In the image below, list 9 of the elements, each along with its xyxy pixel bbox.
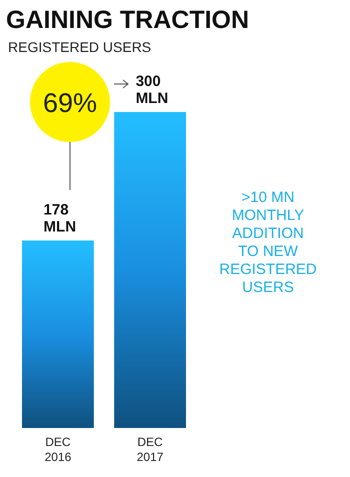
annotation: 69%: [42, 88, 98, 118]
x-tick-label: DEC 2017: [136, 435, 164, 464]
text: >10 MN MONTHLY ADDITION TO NEW REGISTERED USERS: [219, 189, 317, 296]
circle-badge: 69%: [30, 62, 110, 142]
chart-subtitle: REGISTERED USERS: [8, 39, 152, 55]
chart-title: GAINING TRACTION: [6, 6, 250, 34]
data-label: 300 MLN: [136, 73, 168, 107]
data-label: 178 MLN: [44, 202, 76, 236]
x-tick-label: DEC 2016: [44, 435, 72, 464]
